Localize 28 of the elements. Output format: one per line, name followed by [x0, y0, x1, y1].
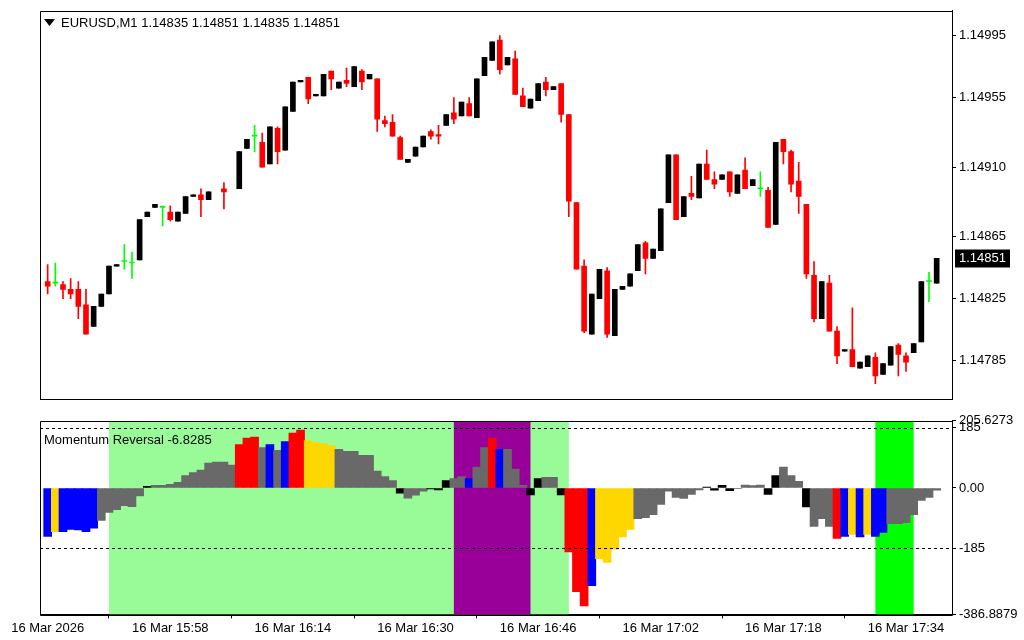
y-tick-label: 1.14995	[959, 27, 1006, 43]
y-tick-label: 1.14910	[959, 158, 1006, 174]
chart-title: EURUSD,M1 1.14835 1.14851 1.14835 1.14851	[61, 15, 340, 30]
text: Momentum Reversal -6.8285	[44, 432, 212, 447]
y-tick-label: 1.14825	[959, 290, 1006, 306]
x-tick-label: 16 Mar 17:34	[867, 619, 945, 635]
candlestick	[926, 271, 932, 303]
candlestick	[198, 188, 204, 217]
y-tick-label: -185	[959, 540, 986, 556]
y-tick-label: 1.14785	[959, 352, 1006, 368]
candlestick	[221, 182, 227, 210]
x-tick-label: 16 Mar 17:02	[622, 619, 700, 635]
x-tick-label: 16 Mar 16:46	[499, 619, 577, 635]
bar	[487, 437, 497, 488]
x-tick-label: 16 Mar 2026	[11, 619, 85, 635]
y-tick-label: 1.14955	[959, 89, 1006, 105]
x-tick-label: 16 Mar 15:58	[131, 619, 209, 635]
y-tick-label: 1.14865	[959, 228, 1006, 244]
candlestick	[121, 244, 128, 270]
x-tick-label: 16 Mar 16:14	[254, 619, 332, 635]
candlestick	[451, 97, 457, 125]
bar	[587, 488, 597, 587]
x-tick-label: 16 Mar 16:30	[377, 619, 454, 635]
bar	[43, 488, 52, 537]
y-tick-label: -386.8879	[959, 605, 1018, 621]
text: 1.14851	[959, 249, 1006, 265]
x-tick-label: 16 Mar 17:18	[745, 619, 822, 635]
y-tick-label: 0.00	[959, 479, 985, 495]
